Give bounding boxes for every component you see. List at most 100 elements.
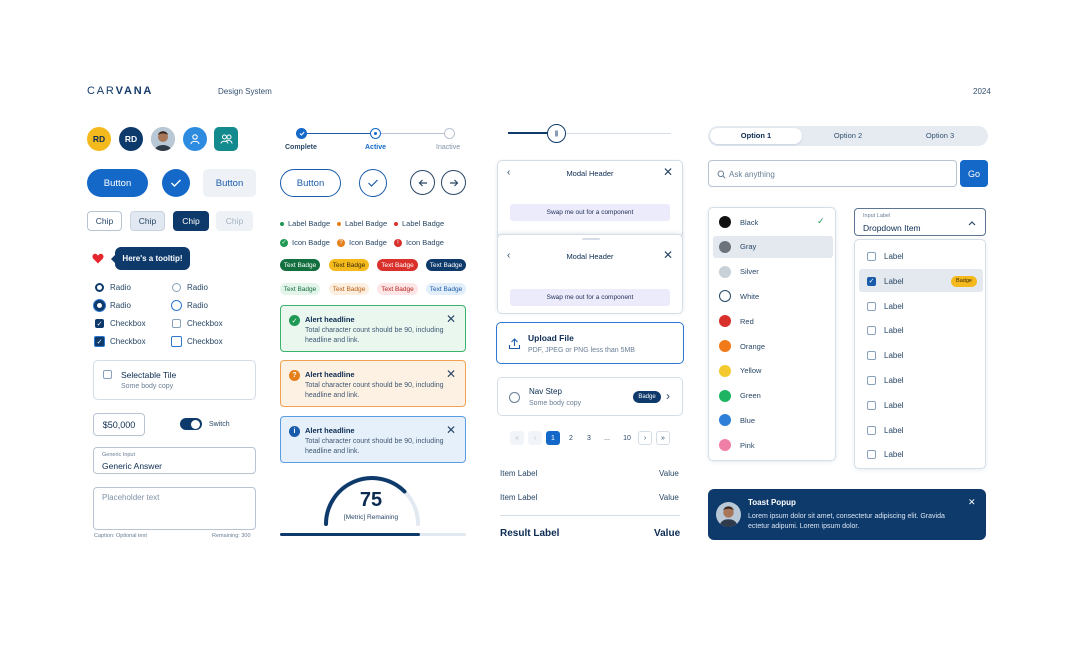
check-circle-button[interactable]: [162, 169, 190, 197]
dropdown-checkbox[interactable]: [867, 351, 876, 361]
chevron-left-icon[interactable]: ‹: [507, 167, 511, 178]
checkbox-checked-1[interactable]: ✓ Checkbox: [95, 319, 146, 328]
dropdown-option[interactable]: Label: [867, 301, 904, 311]
dropdown-option[interactable]: Label: [867, 376, 904, 385]
nav-step-radio[interactable]: [509, 392, 520, 403]
avatar-photo[interactable]: [151, 127, 175, 151]
dropdown-option[interactable]: Label: [867, 252, 904, 261]
dropdown-option[interactable]: Label: [867, 400, 904, 410]
radio-dot[interactable]: [94, 300, 105, 311]
pagination-page[interactable]: 2: [569, 434, 573, 442]
switch-toggle[interactable]: [180, 418, 202, 430]
color-option[interactable]: Red: [719, 315, 754, 328]
color-option[interactable]: Silver: [719, 265, 759, 278]
dropdown-checkbox[interactable]: [867, 326, 876, 336]
checkbox-box[interactable]: [171, 336, 182, 347]
close-icon[interactable]: ✕: [968, 497, 976, 507]
color-option[interactable]: Gray: [719, 240, 756, 253]
pagination-next-icon[interactable]: ›: [638, 431, 652, 445]
close-icon[interactable]: ✕: [445, 423, 456, 437]
heart-icon[interactable]: [92, 253, 104, 266]
go-button[interactable]: Go: [960, 160, 988, 187]
chip-hover[interactable]: Chip: [130, 211, 165, 231]
dropdown-field[interactable]: Input Label Dropdown Item: [854, 208, 986, 236]
selectable-tile[interactable]: Selectable Tile Some body copy: [93, 360, 256, 400]
generic-input-field[interactable]: Generic Input Generic Answer: [93, 447, 256, 474]
tile-checkbox[interactable]: [103, 370, 112, 379]
close-icon[interactable]: ✕: [445, 367, 456, 381]
color-option[interactable]: Black: [719, 216, 758, 228]
segment-option-2[interactable]: Option 2: [833, 131, 863, 140]
checkbox-box[interactable]: [172, 319, 181, 328]
pagination-page[interactable]: 3: [587, 434, 591, 442]
checkbox-box[interactable]: ✓: [95, 319, 104, 328]
radio-checked-focus[interactable]: Radio: [94, 300, 131, 311]
color-option[interactable]: Green: [719, 389, 761, 402]
checkbox-unchecked-focus[interactable]: Checkbox: [171, 336, 223, 347]
search-input[interactable]: Ask anything: [708, 160, 957, 187]
dropdown-option[interactable]: ✓ Label Badge: [867, 275, 977, 287]
dropdown-option[interactable]: Label: [867, 450, 904, 460]
radio-checked-1[interactable]: Radio: [95, 283, 131, 292]
color-option[interactable]: Orange: [719, 340, 765, 352]
dropdown-checkbox[interactable]: [867, 450, 876, 460]
textarea-field[interactable]: Placeholder text: [93, 487, 256, 530]
color-option[interactable]: Blue: [719, 414, 755, 427]
close-icon[interactable]: ✕: [662, 165, 673, 179]
avatar-initials-gold[interactable]: RD: [87, 127, 111, 151]
ghost-button[interactable]: Button: [203, 169, 256, 197]
checkbox-box[interactable]: ✓: [94, 336, 105, 347]
color-option[interactable]: Yellow: [719, 364, 761, 377]
radio-dot[interactable]: [171, 300, 182, 311]
dropdown-checkbox[interactable]: [867, 252, 876, 261]
dropdown-checkbox[interactable]: [867, 376, 876, 385]
chip-selected[interactable]: Chip: [173, 211, 209, 231]
pagination-page[interactable]: 10: [623, 434, 631, 442]
slider-thumb[interactable]: |||: [546, 124, 566, 143]
dropdown-option[interactable]: Label: [867, 351, 904, 361]
nav-step-tile[interactable]: Nav Step Some body copy Badge ›: [497, 377, 683, 416]
outline-button[interactable]: Button: [280, 169, 341, 197]
check-outline-button[interactable]: [359, 169, 387, 197]
pagination-last-icon[interactable]: »: [656, 431, 670, 445]
radio-unchecked-1[interactable]: Radio: [172, 283, 208, 292]
dropdown-option[interactable]: Label: [867, 326, 904, 336]
radio-unchecked-focus[interactable]: Radio: [171, 300, 208, 311]
chip-disabled[interactable]: Chip: [216, 211, 253, 231]
pagination-prev-icon[interactable]: ‹: [528, 431, 542, 445]
sheet-handle[interactable]: [582, 238, 600, 240]
previous-button[interactable]: [410, 170, 435, 195]
dropdown-checkbox[interactable]: ✓: [867, 276, 876, 286]
chip-default[interactable]: Chip: [87, 211, 122, 231]
upload-file-tile[interactable]: Upload File PDF, JPEG or PNG less than 5…: [496, 322, 684, 364]
avatar-group-icon[interactable]: [214, 127, 238, 151]
radio-dot[interactable]: [172, 283, 181, 292]
dropdown-checkbox[interactable]: [867, 400, 876, 410]
amount-input[interactable]: $50,000: [93, 413, 145, 436]
primary-button[interactable]: Button: [87, 169, 148, 197]
segment-option-3[interactable]: Option 3: [925, 131, 955, 140]
pagination-page[interactable]: 1: [546, 431, 560, 445]
checkbox-unchecked-1[interactable]: Checkbox: [172, 319, 223, 328]
color-option[interactable]: Pink: [719, 439, 755, 452]
checkbox-checked-focus[interactable]: ✓ Checkbox: [94, 336, 146, 347]
segment-option-1[interactable]: Option 1: [740, 131, 772, 140]
dropdown-checkbox[interactable]: [867, 301, 876, 311]
next-button[interactable]: [441, 170, 466, 195]
alert-info: i Alert headline Total character count s…: [280, 416, 466, 463]
radio-dot[interactable]: [95, 283, 104, 292]
dropdown-checkbox[interactable]: [867, 425, 876, 435]
step-complete-dot[interactable]: [296, 128, 307, 139]
step-inactive-dot[interactable]: [444, 128, 455, 139]
slider-track[interactable]: [508, 133, 671, 134]
avatar-user-icon[interactable]: [183, 127, 207, 151]
avatar-initials-navy[interactable]: RD: [119, 127, 143, 151]
close-icon[interactable]: ✕: [445, 312, 456, 326]
dropdown-option[interactable]: Label: [867, 425, 904, 435]
step-active-dot[interactable]: [370, 128, 381, 139]
chevron-left-icon[interactable]: ‹: [507, 250, 511, 261]
pagination-first-icon[interactable]: «: [510, 431, 524, 445]
tooltip: Here's a tooltip!: [111, 247, 190, 270]
color-option[interactable]: White: [719, 290, 759, 303]
close-icon[interactable]: ✕: [662, 248, 673, 262]
